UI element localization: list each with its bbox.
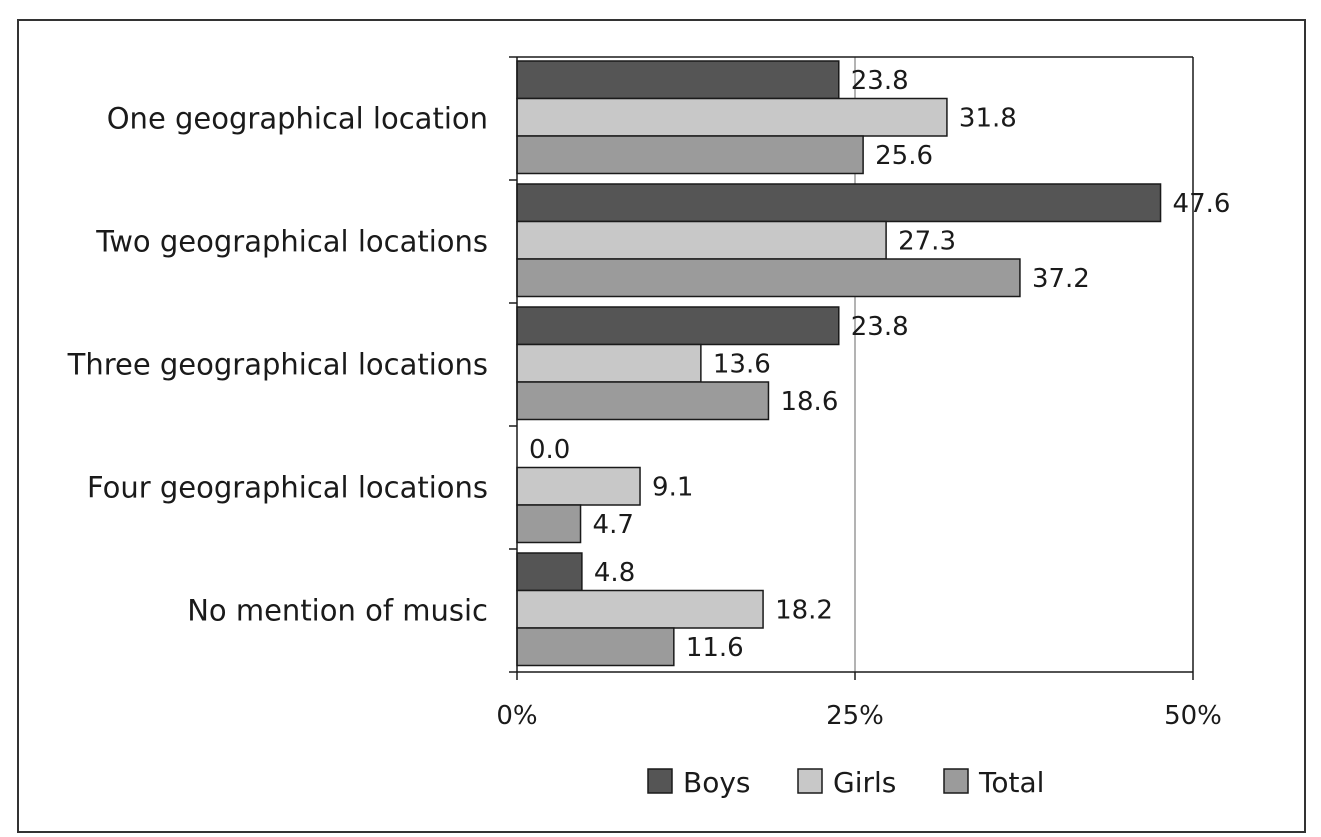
data-label-total-2: 18.6 — [780, 387, 838, 417]
legend-label-boys: Boys — [683, 766, 751, 799]
data-label-total-1: 37.2 — [1032, 264, 1090, 294]
category-label-3: Four geographical locations — [87, 471, 488, 505]
data-label-boys-2: 23.8 — [851, 312, 909, 342]
bar-girls-2 — [516, 343, 702, 383]
legend-swatch-total — [943, 768, 969, 794]
bar-total-2 — [516, 381, 770, 421]
category-label-0: One geographical location — [107, 102, 488, 136]
bar-total-3 — [516, 504, 582, 544]
data-label-boys-3: 0.0 — [529, 435, 570, 465]
bar-girls-4 — [516, 589, 764, 629]
category-label-4: No mention of music — [187, 594, 488, 628]
legend-swatch-boys — [647, 768, 673, 794]
x-tick-label-2: 50% — [1164, 701, 1222, 731]
data-label-girls-2: 13.6 — [713, 349, 771, 379]
category-label-1: Two geographical locations — [95, 225, 488, 259]
data-label-boys-0: 23.8 — [851, 66, 909, 96]
data-label-girls-0: 31.8 — [959, 103, 1017, 133]
legend-swatch-girls — [797, 768, 823, 794]
bar-total-0 — [516, 135, 864, 175]
data-label-girls-4: 18.2 — [775, 595, 833, 625]
legend-label-total: Total — [978, 766, 1044, 799]
category-label-2: Three geographical locations — [67, 348, 488, 382]
bar-girls-0 — [516, 97, 948, 137]
bar-boys-4 — [516, 552, 583, 592]
data-label-total-0: 25.6 — [875, 141, 933, 171]
data-label-total-3: 4.7 — [593, 510, 634, 540]
data-label-total-4: 11.6 — [686, 633, 744, 663]
legend-label-girls: Girls — [833, 766, 896, 799]
data-label-boys-4: 4.8 — [594, 558, 635, 588]
x-tick-label-1: 25% — [826, 701, 884, 731]
data-label-girls-3: 9.1 — [652, 472, 693, 502]
data-label-boys-1: 47.6 — [1173, 189, 1231, 219]
bar-total-1 — [516, 258, 1021, 298]
bars — [516, 60, 1162, 667]
legend: Boys Girls Total — [647, 766, 1044, 799]
bar-girls-1 — [516, 220, 887, 260]
bar-boys-2 — [516, 306, 840, 346]
bar-boys-0 — [516, 60, 840, 100]
bar-total-4 — [516, 627, 675, 667]
x-tick-label-0: 0% — [496, 701, 537, 731]
bar-girls-3 — [516, 466, 641, 506]
data-labels: 23.8 31.8 25.6 47.6 27.3 37.2 23.8 13.6 18.6 0.0 9… — [529, 66, 1230, 663]
data-label-girls-1: 27.3 — [898, 226, 956, 256]
bar-boys-1 — [516, 183, 1162, 223]
axes: One geographical location Two geographica… — [67, 56, 1222, 731]
